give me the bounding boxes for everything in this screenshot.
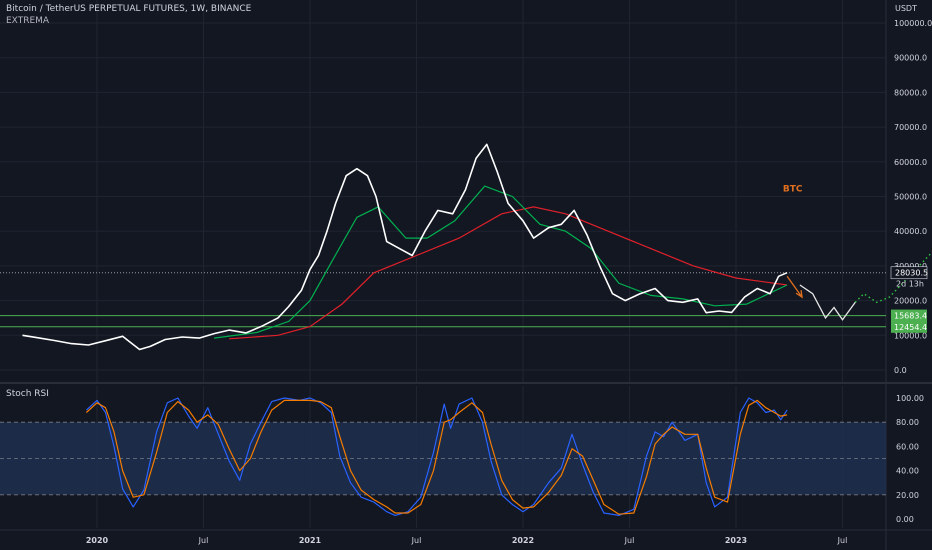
time-axis-tick: 2023 xyxy=(725,536,747,545)
price-axis-tick: 20000.0 xyxy=(894,297,927,306)
time-axis-tick: 2020 xyxy=(86,536,109,545)
btc-annotation: BTC xyxy=(783,184,803,194)
ma-fast-line xyxy=(214,185,788,339)
countdown-label: 2d 13h xyxy=(896,280,924,289)
time-axis-tick: Jul xyxy=(198,536,209,545)
forecast-path-line xyxy=(799,284,856,321)
forecast-arrow-line xyxy=(786,275,803,298)
rsi-axis-tick: 20.00 xyxy=(896,491,919,500)
time-axis-tick: Jul xyxy=(624,536,635,545)
price-axis-tick: 80000.0 xyxy=(894,88,927,97)
time-axis-tick: 2021 xyxy=(299,536,322,545)
currency-label: USDT xyxy=(895,4,917,13)
price-series-line xyxy=(22,143,788,351)
level-label: 15683.4 xyxy=(894,312,927,321)
level-badge xyxy=(891,309,927,322)
price-axis-tick: 40000.0 xyxy=(894,227,927,236)
stoch-k-line xyxy=(85,397,788,517)
stoch-rsi-title[interactable]: Stoch RSI xyxy=(6,389,49,399)
rsi-axis-tick: 100.00 xyxy=(896,394,924,403)
rsi-axis-tick: 0.00 xyxy=(896,515,914,524)
forecast-arrow-head xyxy=(795,290,803,299)
rsi-axis-tick: 60.00 xyxy=(896,442,919,451)
time-axis-tick: 2022 xyxy=(512,536,534,545)
last-price-label: 28030.5 xyxy=(895,269,928,278)
projection-line xyxy=(854,251,932,304)
price-axis-tick: 70000.0 xyxy=(894,123,927,132)
stoch-d-line xyxy=(85,399,788,515)
price-axis-tick: 10000.0 xyxy=(894,331,927,340)
chart-title[interactable]: Bitcoin / TetherUS PERPETUAL FUTURES, 1W… xyxy=(6,4,252,14)
indicator-label[interactable]: EXTREMA xyxy=(6,16,50,26)
price-axis-tick: 90000.0 xyxy=(894,54,927,63)
price-axis-tick: 0.0 xyxy=(894,366,907,375)
price-axis-tick: 60000.0 xyxy=(894,158,927,167)
price-axis-tick: 50000.0 xyxy=(894,193,927,202)
last-price-badge xyxy=(890,266,928,280)
rsi-axis-tick: 80.00 xyxy=(896,418,919,427)
rsi-axis-tick: 40.00 xyxy=(896,467,919,476)
level-label: 12454.4 xyxy=(894,323,927,332)
ma-slow-line xyxy=(229,206,788,340)
price-axis-tick: 100000.0 xyxy=(894,19,932,28)
level-badge xyxy=(891,320,927,333)
time-axis-tick: Jul xyxy=(411,536,422,545)
time-axis-tick: Jul xyxy=(837,536,848,545)
price-axis-tick: 30000.0 xyxy=(894,262,927,271)
